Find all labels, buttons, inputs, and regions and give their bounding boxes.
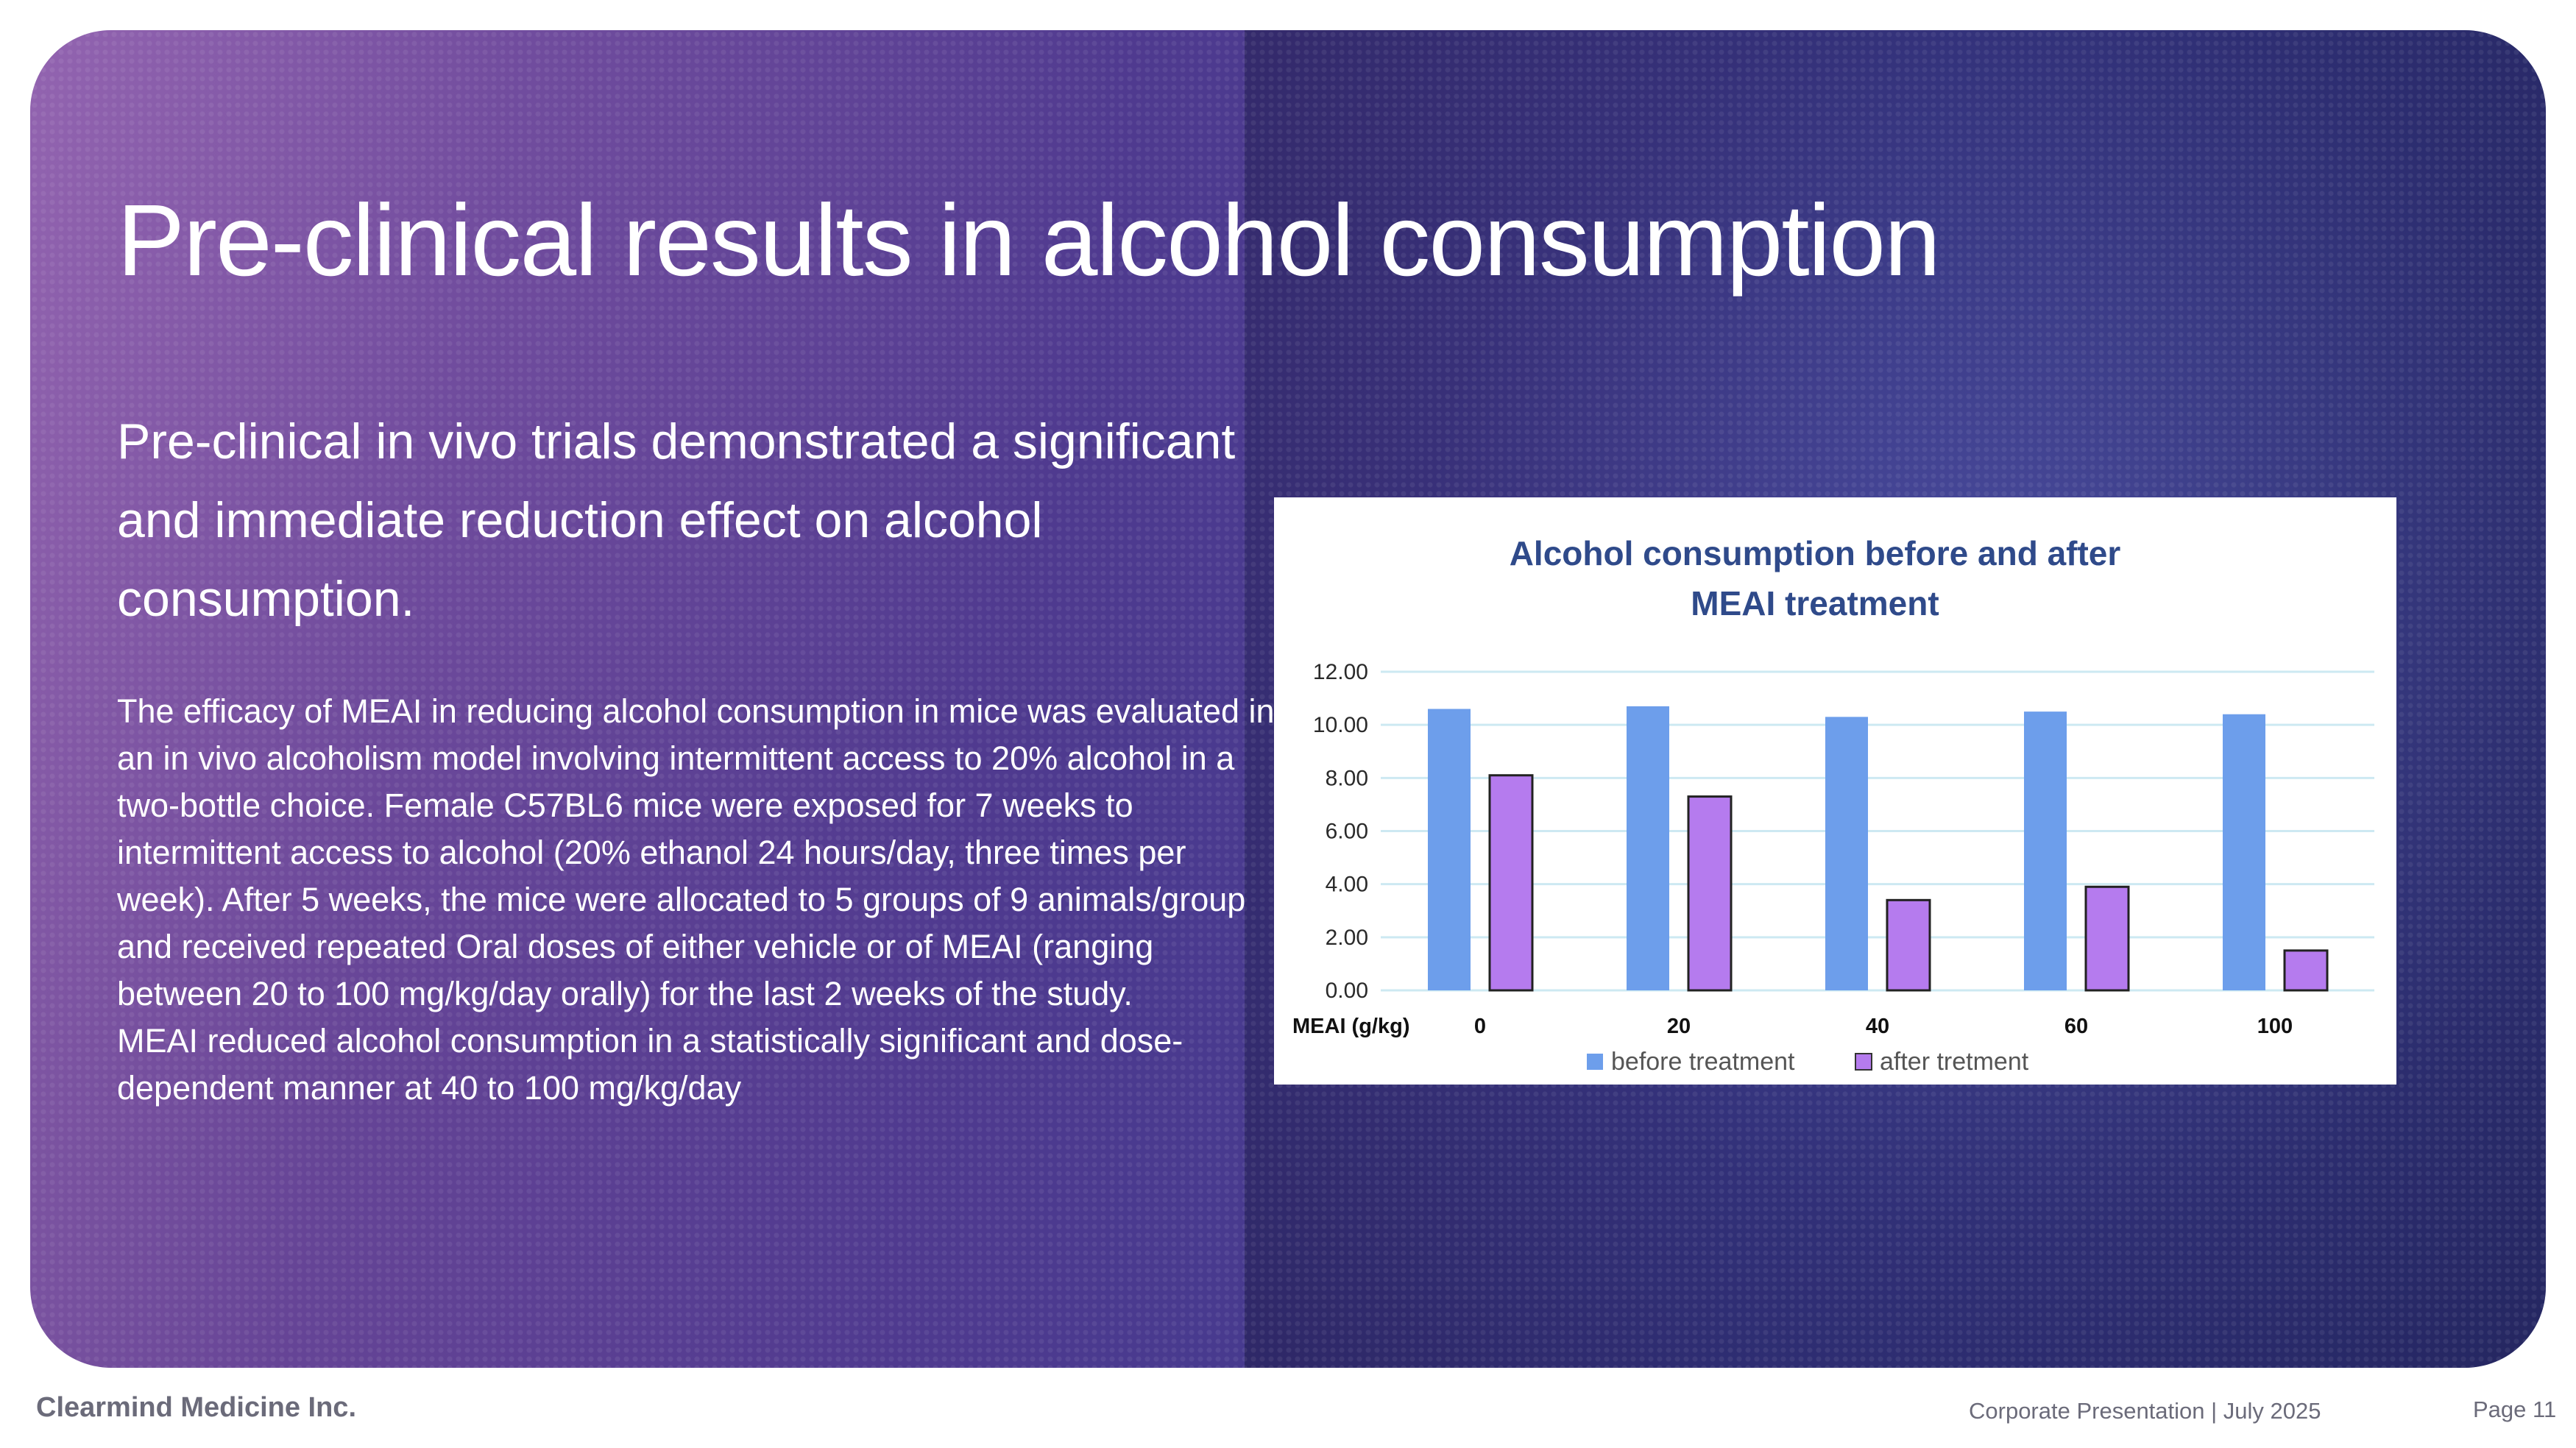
y-axis-ticks: 0.00 2.00 4.00 6.00 8.00 10.00 12.00 bbox=[1313, 660, 1368, 1003]
y-tick-label: 6.00 bbox=[1326, 820, 1368, 844]
chart-panel: Alcohol consumption before and after MEA… bbox=[1274, 497, 2396, 1085]
y-tick-label: 12.00 bbox=[1313, 660, 1368, 684]
footer-company-name: Clearmind Medicine Inc. bbox=[36, 1392, 356, 1423]
body-paragraph-1: The efficacy of MEAI in reducing alcohol… bbox=[117, 692, 1275, 1012]
x-axis-label: MEAI (g/kg) bbox=[1292, 1015, 1410, 1038]
gradient-glow bbox=[30, 30, 1355, 1368]
bar-before-treatment bbox=[2024, 711, 2067, 990]
x-tick-label: 60 bbox=[2064, 1015, 2088, 1038]
bar-before-treatment bbox=[2223, 714, 2265, 990]
bar-before-treatment bbox=[1627, 706, 1669, 990]
x-tick-label: 20 bbox=[1667, 1015, 1691, 1038]
chart-legend: before treatment after tretment bbox=[1587, 1048, 2029, 1076]
legend-label-after: after tretment bbox=[1880, 1048, 2029, 1076]
slide-subtitle: Pre-clinical in vivo trials demonstrated… bbox=[117, 414, 1236, 627]
y-tick-label: 8.00 bbox=[1326, 766, 1368, 790]
y-tick-label: 10.00 bbox=[1313, 713, 1368, 737]
legend-label-before: before treatment bbox=[1611, 1048, 1795, 1076]
bar-after-treatment bbox=[1687, 795, 1733, 992]
x-tick-label: 0 bbox=[1474, 1015, 1486, 1038]
bar-before-treatment bbox=[1428, 709, 1471, 990]
body-paragraph-2: MEAI reduced alcohol consumption in a st… bbox=[117, 1022, 1183, 1107]
y-tick-label: 0.00 bbox=[1326, 979, 1368, 1003]
bar-chart: Alcohol consumption before and after MEA… bbox=[1292, 534, 2374, 1076]
bar-after-treatment bbox=[1488, 774, 1534, 992]
chart-title-line-2: MEAI treatment bbox=[1691, 584, 1939, 622]
x-axis-ticks: 0 20 40 60 100 bbox=[1474, 1015, 2293, 1038]
bar-after-treatment bbox=[2283, 949, 2329, 992]
chart-bars bbox=[1428, 706, 2329, 992]
x-tick-label: 100 bbox=[2257, 1015, 2293, 1038]
chart-title-line-1: Alcohol consumption before and after bbox=[1510, 534, 2121, 572]
bar-before-treatment bbox=[1825, 717, 1868, 990]
slide-body: The efficacy of MEAI in reducing alcohol… bbox=[117, 688, 1280, 1112]
legend-swatch-before bbox=[1587, 1054, 1603, 1070]
legend-swatch-after bbox=[1855, 1053, 1872, 1071]
x-tick-label: 40 bbox=[1866, 1015, 1889, 1038]
footer-presentation-info: Corporate Presentation | July 2025 bbox=[1969, 1398, 2321, 1424]
slide-title: Pre-clinical results in alcohol consumpt… bbox=[117, 184, 1941, 297]
chart-grid bbox=[1381, 670, 2374, 992]
footer-page-number: Page 11 bbox=[2473, 1396, 2557, 1422]
bar-after-treatment bbox=[1886, 898, 1931, 992]
y-tick-label: 2.00 bbox=[1326, 926, 1368, 950]
y-tick-label: 4.00 bbox=[1326, 873, 1368, 897]
bar-after-treatment bbox=[2084, 885, 2130, 992]
